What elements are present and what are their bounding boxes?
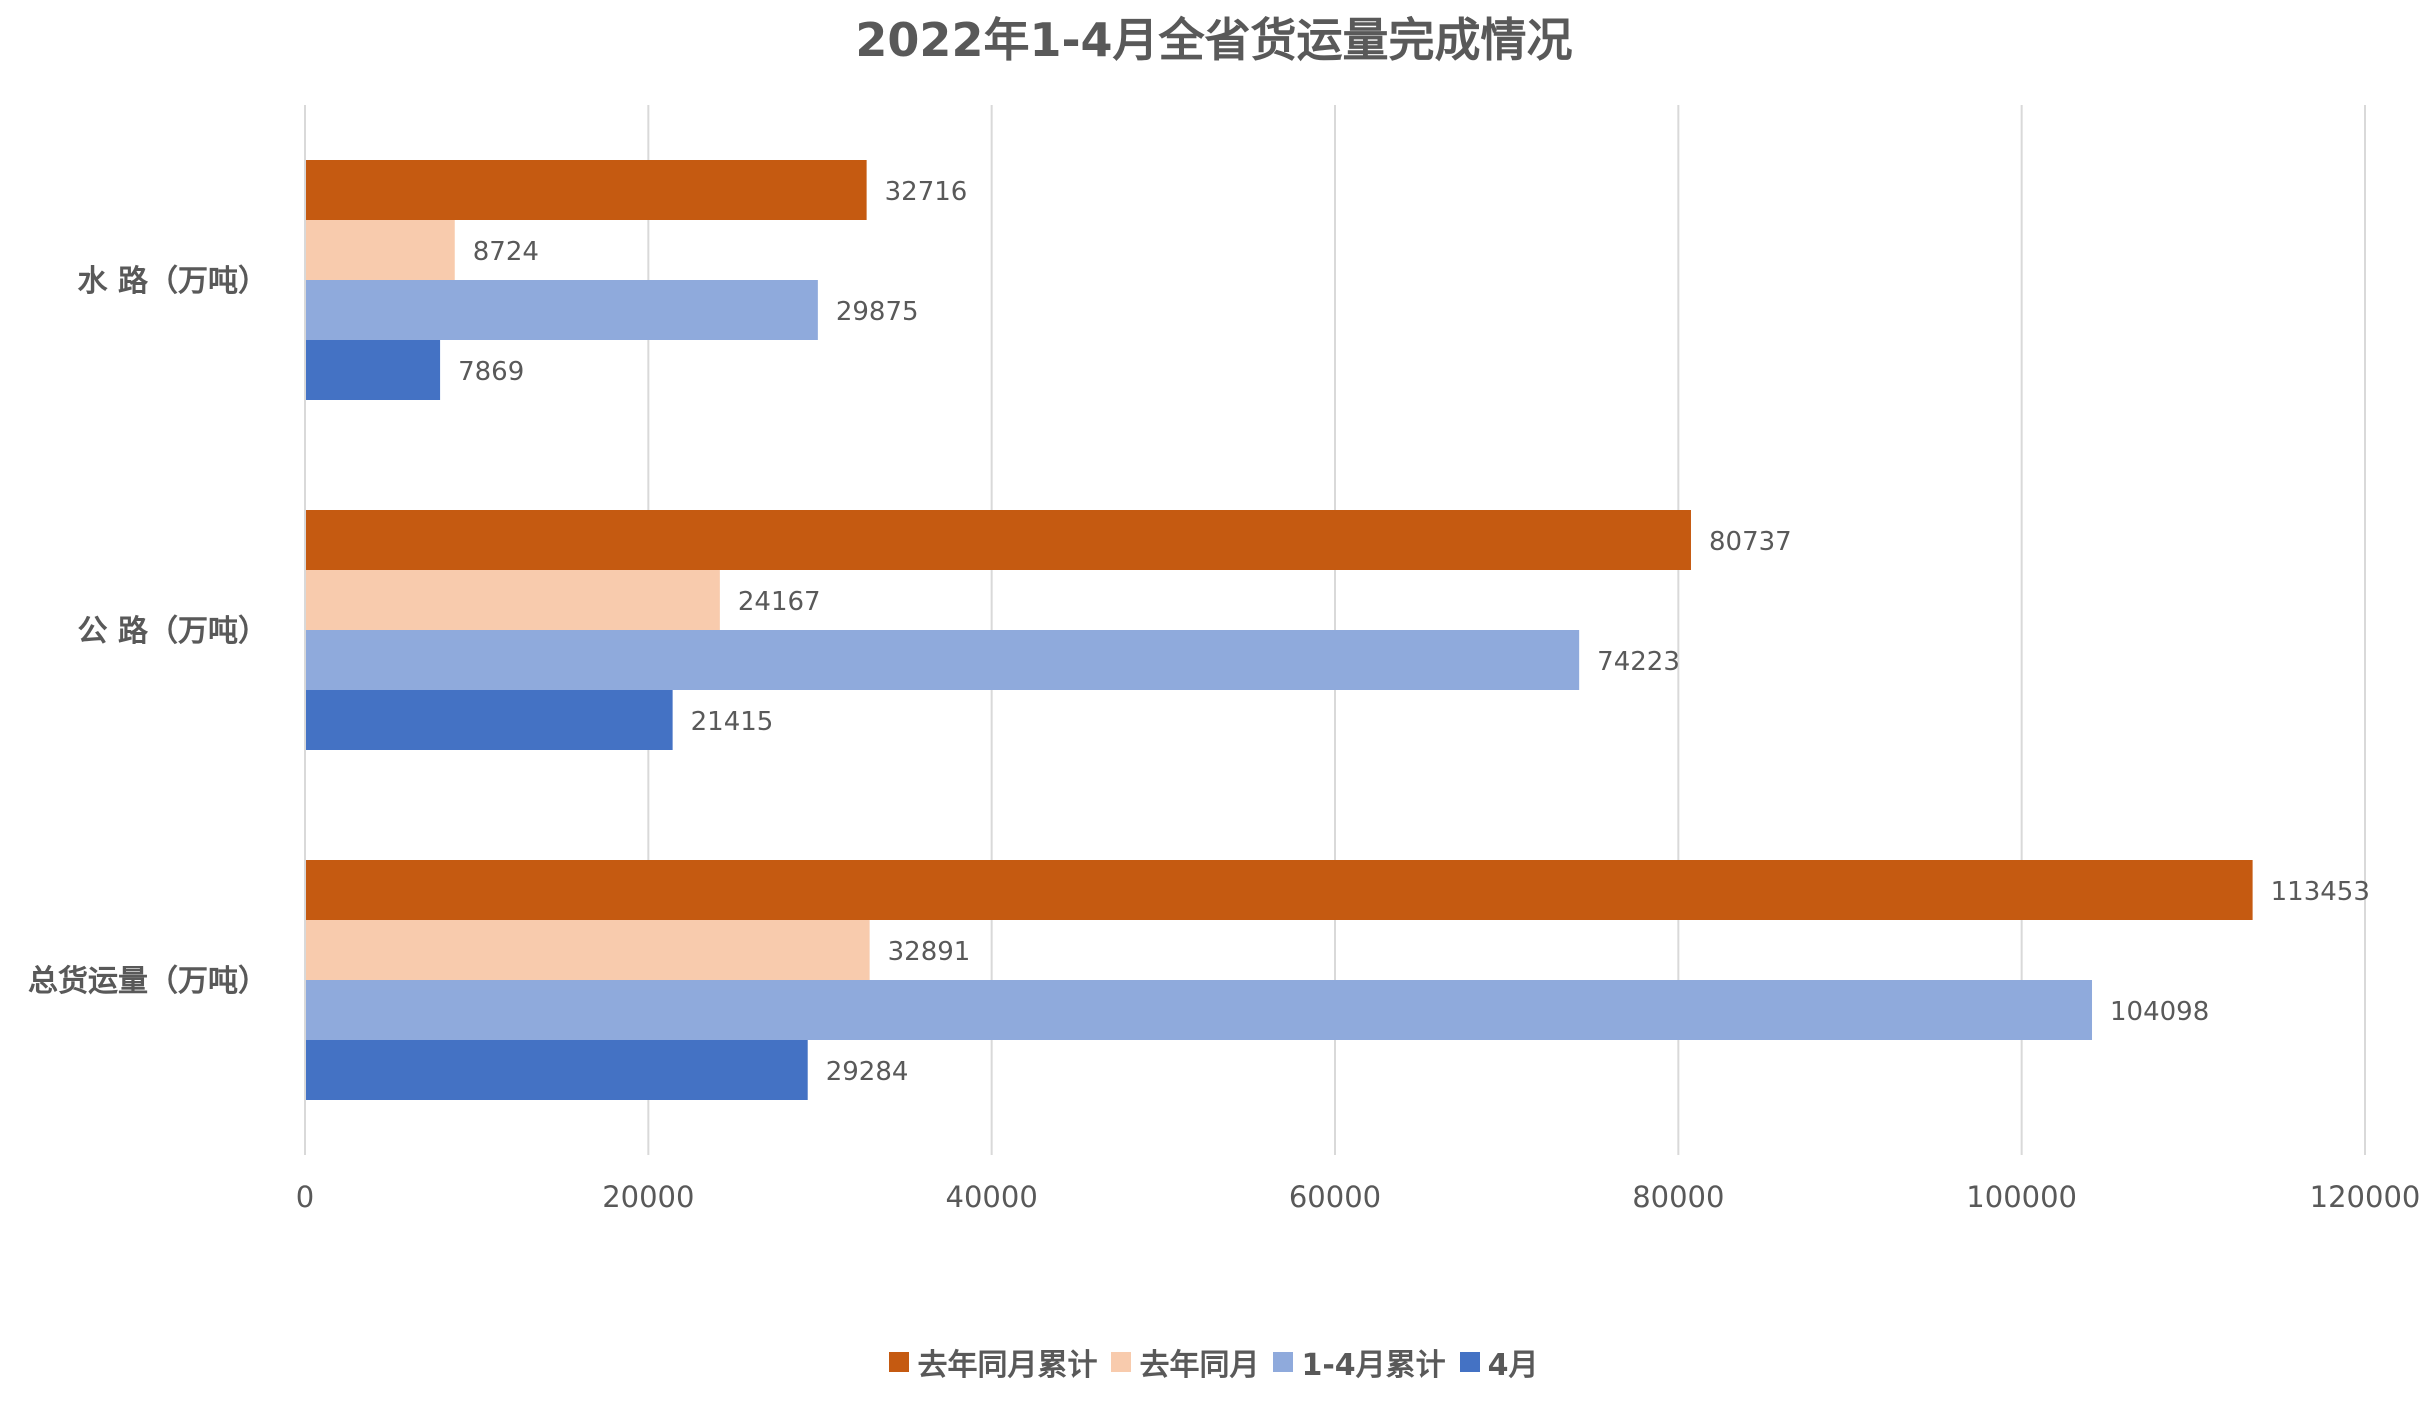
bar — [305, 160, 867, 220]
legend-label: 1-4月累计 — [1301, 1348, 1446, 1383]
legend-swatch — [889, 1352, 910, 1372]
x-tick-label: 60000 — [1289, 1180, 1381, 1214]
bar — [305, 920, 870, 980]
category-label: 总货运量（万吨） — [28, 964, 268, 999]
bar — [305, 570, 720, 630]
bar — [305, 860, 2253, 920]
chart-title: 2022年1-4月全省货运量完成情况 — [855, 13, 1573, 67]
category-label: 水 路（万吨） — [78, 264, 268, 299]
data-label: 29284 — [826, 1057, 909, 1087]
data-label: 80737 — [1709, 527, 1792, 557]
bar — [305, 220, 455, 280]
bar — [305, 510, 1691, 570]
category-label: 公 路（万吨） — [78, 614, 268, 649]
legend-swatch — [1273, 1352, 1294, 1372]
x-tick-label: 40000 — [946, 1180, 1038, 1214]
x-tick-label: 120000 — [2310, 1180, 2421, 1214]
legend-swatch — [1459, 1352, 1480, 1372]
bar — [305, 690, 673, 750]
legend-item: 去年同月累计 — [889, 1340, 1097, 1384]
legend-label: 去年同月累计 — [917, 1348, 1098, 1383]
legend-label: 4月 — [1487, 1348, 1539, 1383]
bar — [305, 340, 441, 400]
legend-swatch — [1111, 1352, 1132, 1372]
x-tick-label: 20000 — [602, 1180, 694, 1214]
data-label: 21415 — [691, 707, 774, 737]
bar — [305, 630, 1580, 690]
data-label: 74223 — [1597, 647, 1680, 677]
legend-item: 1-4月累计 — [1273, 1340, 1446, 1384]
bar — [305, 980, 2093, 1040]
data-label: 113453 — [2271, 877, 2370, 907]
x-tick-label: 0 — [296, 1180, 314, 1214]
data-label: 24167 — [738, 587, 821, 617]
x-tick-label: 100000 — [1966, 1180, 2077, 1214]
legend-label: 去年同月 — [1139, 1348, 1260, 1383]
x-tick-label: 80000 — [1632, 1180, 1724, 1214]
bar — [305, 1040, 808, 1100]
legend-item: 去年同月 — [1111, 1340, 1259, 1384]
data-label: 29875 — [836, 297, 919, 327]
chart-legend: 去年同月累计 去年同月 1-4月累计 4月 — [0, 1340, 2428, 1384]
data-label: 32891 — [888, 937, 971, 967]
data-label: 104098 — [2110, 997, 2209, 1027]
data-label: 7869 — [458, 357, 524, 387]
legend-item: 4月 — [1459, 1340, 1539, 1384]
bar — [305, 280, 818, 340]
data-label: 8724 — [473, 237, 539, 267]
data-label: 32716 — [885, 177, 968, 207]
